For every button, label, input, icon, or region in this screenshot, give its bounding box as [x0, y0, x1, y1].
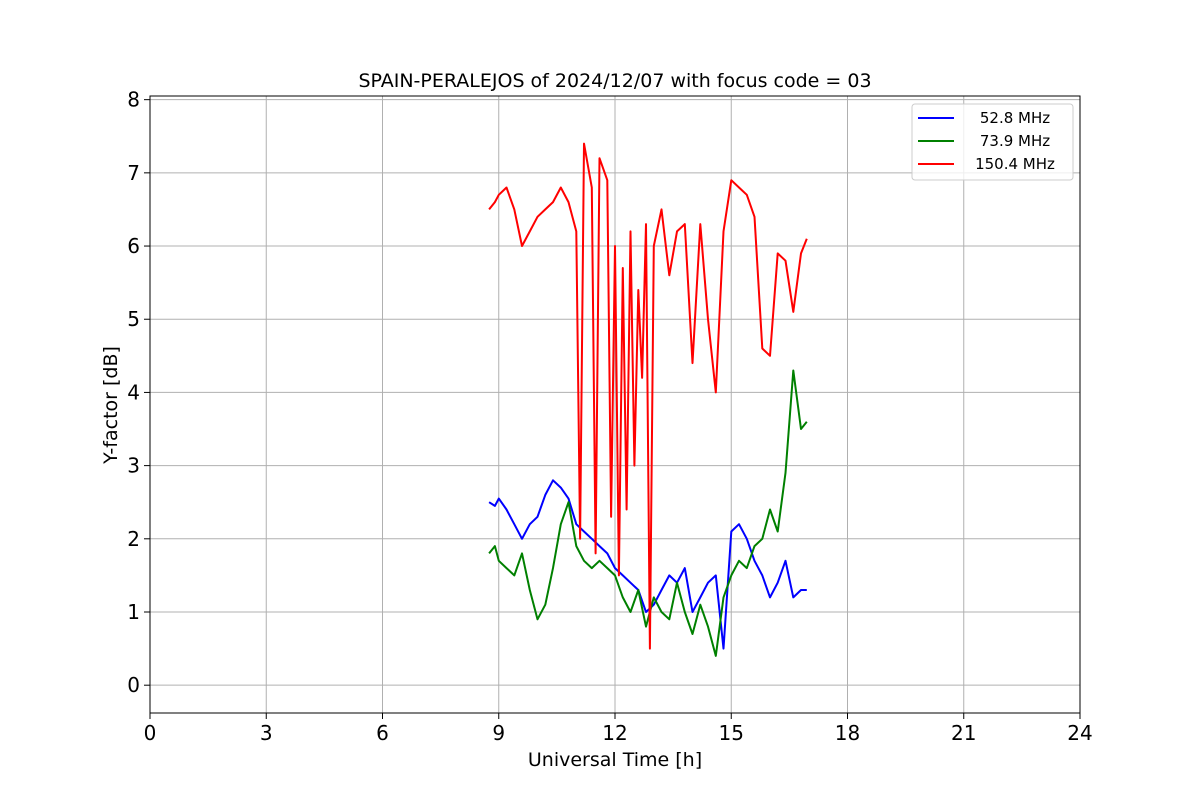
x-tick-label: 0 [144, 721, 157, 745]
chart-title: SPAIN-PERALEJOS of 2024/12/07 with focus… [358, 70, 871, 92]
x-axis-label: Universal Time [h] [528, 749, 702, 771]
x-tick-label: 3 [260, 721, 273, 745]
legend-label-150-4: 150.4 MHz [975, 155, 1055, 173]
y-tick-label: 8 [127, 88, 140, 112]
y-tick-label: 4 [127, 380, 140, 404]
y-tick-label: 2 [127, 527, 140, 551]
y-tick-label: 0 [127, 673, 140, 697]
x-tick-label: 6 [376, 721, 389, 745]
legend-label-73-9: 73.9 MHz [980, 132, 1050, 150]
series-line-52-8-mhz [488, 479, 807, 650]
y-tick-label: 1 [127, 600, 140, 624]
x-tick-label: 9 [492, 721, 505, 745]
legend-label-52-8: 52.8 MHz [980, 109, 1050, 127]
x-tick-label: 15 [719, 721, 744, 745]
x-tick-label: 24 [1067, 721, 1092, 745]
series-line-73-9-mhz [488, 369, 808, 657]
x-tick-label: 12 [602, 721, 627, 745]
x-tick-label: 18 [835, 721, 860, 745]
series-line-150-4-mhz [488, 142, 808, 650]
y-tick-label: 5 [127, 307, 140, 331]
series-layer [488, 142, 808, 657]
x-tick-label: 21 [951, 721, 976, 745]
y-tick-label: 6 [127, 234, 140, 258]
y-tick-label: 3 [127, 454, 140, 478]
y-axis-label: Y-factor [dB] [100, 346, 122, 465]
legend-box [911, 103, 1074, 181]
y-tick-label: 7 [127, 161, 140, 185]
legend: 52.8 MHz 73.9 MHz 150.4 MHz [911, 103, 1074, 181]
